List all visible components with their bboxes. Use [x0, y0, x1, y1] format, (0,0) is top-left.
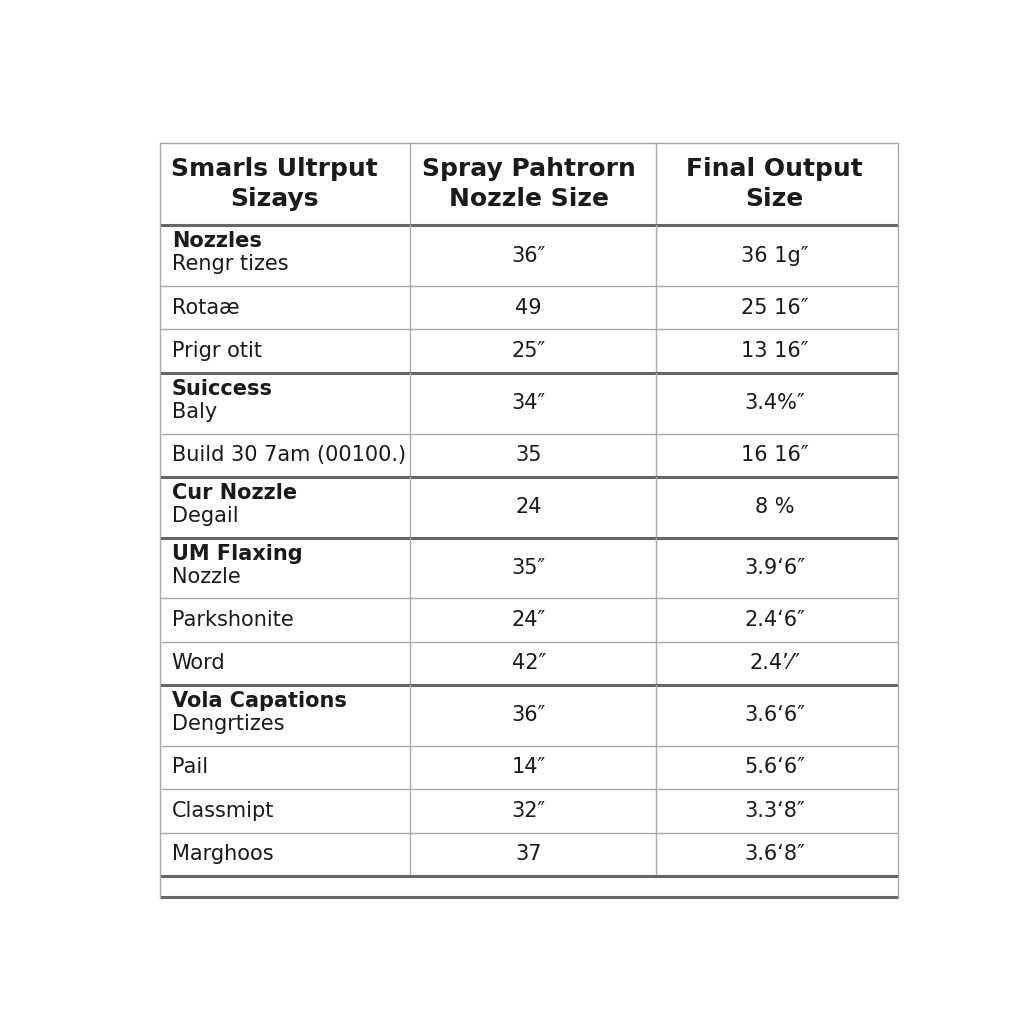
- Text: Final Output
Size: Final Output Size: [686, 157, 863, 211]
- Text: Word: Word: [172, 653, 225, 674]
- Text: 5.6‘6″: 5.6‘6″: [744, 758, 805, 777]
- Text: 24″: 24″: [512, 610, 546, 630]
- Text: Prigr otit: Prigr otit: [172, 341, 262, 361]
- Text: 14″: 14″: [512, 758, 546, 777]
- Text: 49: 49: [515, 298, 542, 317]
- Text: Classmipt: Classmipt: [172, 801, 274, 821]
- Text: Marghoos: Marghoos: [172, 844, 273, 864]
- Text: Pail: Pail: [172, 758, 208, 777]
- Text: Nozzles: Nozzles: [172, 231, 261, 252]
- Text: UM Flaxing: UM Flaxing: [172, 544, 302, 563]
- Text: 8 %: 8 %: [755, 498, 795, 517]
- Text: 35: 35: [515, 445, 542, 465]
- Text: Dengrtizes: Dengrtizes: [172, 714, 284, 734]
- Text: 36 1g″: 36 1g″: [741, 246, 809, 266]
- Text: 3.9‘6″: 3.9‘6″: [744, 558, 805, 578]
- Text: 36″: 36″: [512, 246, 546, 266]
- Text: 25″: 25″: [512, 341, 546, 361]
- Text: 16 16″: 16 16″: [741, 445, 809, 465]
- Text: 3.4%″: 3.4%″: [744, 393, 805, 414]
- Text: Rotaæ: Rotaæ: [172, 298, 240, 317]
- Text: 24: 24: [515, 498, 542, 517]
- Text: 13 16″: 13 16″: [741, 341, 809, 361]
- Text: Build 30 7am (00100.): Build 30 7am (00100.): [172, 445, 406, 465]
- Text: 34″: 34″: [512, 393, 546, 414]
- Text: 42″: 42″: [512, 653, 546, 674]
- Text: Rengr tizes: Rengr tizes: [172, 254, 289, 274]
- Text: Baly: Baly: [172, 401, 217, 422]
- Text: 36″: 36″: [512, 706, 546, 725]
- Text: 3.6‘8″: 3.6‘8″: [744, 844, 805, 864]
- Text: Smarls Ultrput
Sizays: Smarls Ultrput Sizays: [171, 157, 378, 211]
- Text: Degail: Degail: [172, 506, 239, 526]
- Text: Nozzle: Nozzle: [172, 566, 241, 587]
- Text: Suiccess: Suiccess: [172, 379, 272, 399]
- Text: Spray Pahtrorn
Nozzle Size: Spray Pahtrorn Nozzle Size: [422, 157, 636, 211]
- Text: 37: 37: [515, 844, 542, 864]
- Text: 3.6‘6″: 3.6‘6″: [744, 706, 805, 725]
- Text: 2.4‘6″: 2.4‘6″: [744, 610, 805, 630]
- Text: Cur Nozzle: Cur Nozzle: [172, 483, 297, 503]
- Text: 2.4’⁄″: 2.4’⁄″: [750, 653, 801, 674]
- Text: 35″: 35″: [512, 558, 546, 578]
- Text: 25 16″: 25 16″: [741, 298, 809, 317]
- Text: Vola Capations: Vola Capations: [172, 691, 346, 711]
- Text: 3.3‘8″: 3.3‘8″: [744, 801, 805, 821]
- Text: Parkshonite: Parkshonite: [172, 610, 294, 630]
- Text: 32″: 32″: [512, 801, 546, 821]
